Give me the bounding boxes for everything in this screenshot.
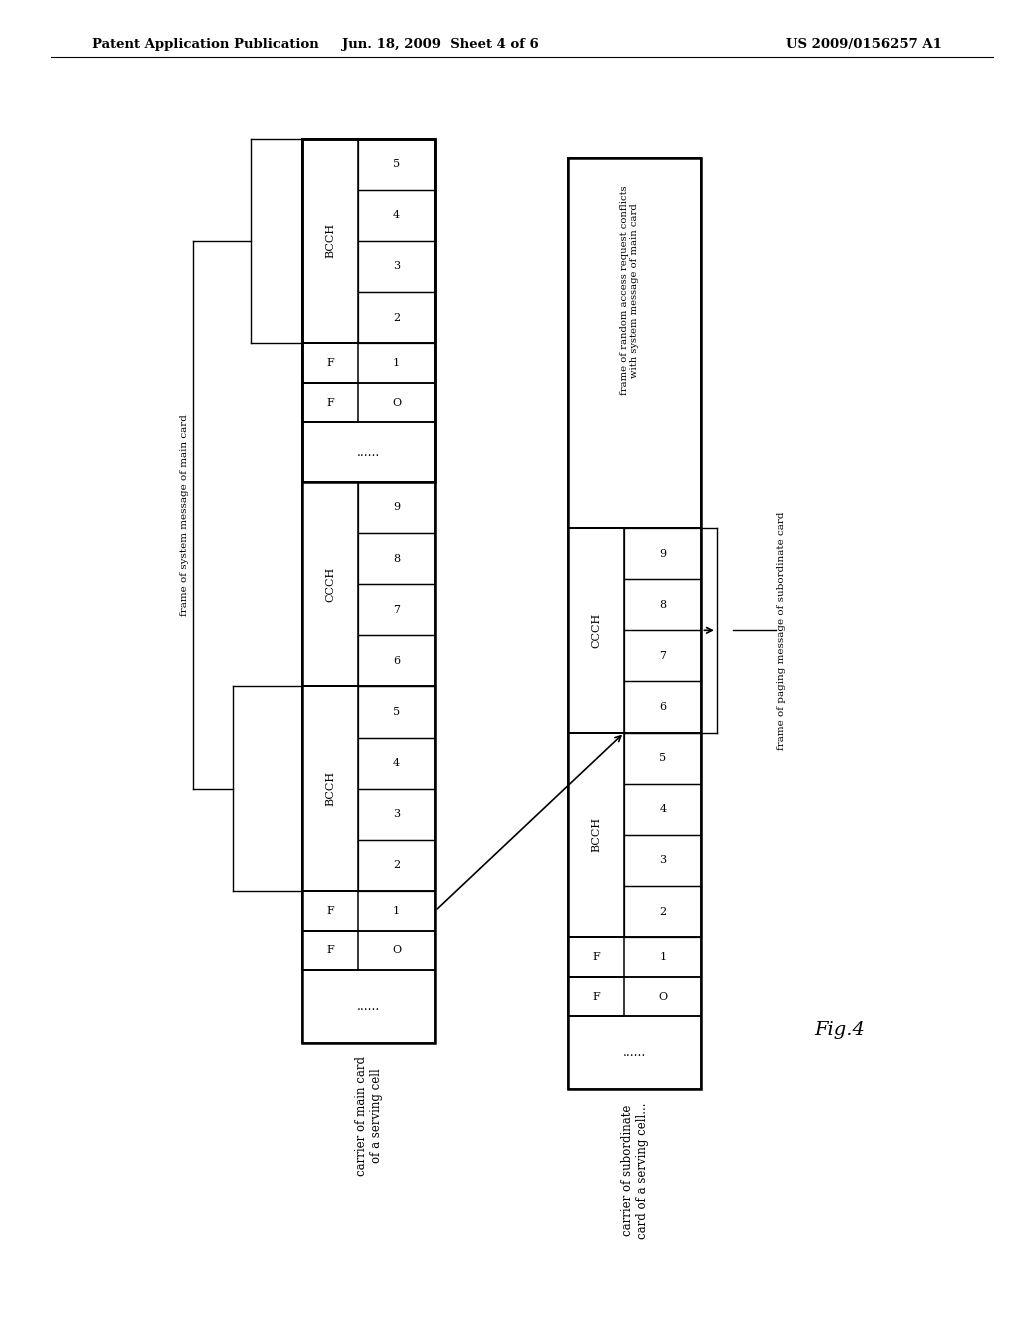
Bar — [302, 482, 435, 686]
Text: F: F — [593, 991, 600, 1002]
Text: CCCH: CCCH — [325, 566, 335, 602]
Bar — [625, 733, 701, 784]
Bar — [302, 686, 358, 891]
Text: 9: 9 — [393, 503, 400, 512]
Bar — [302, 139, 435, 482]
Text: 3: 3 — [659, 855, 667, 866]
Bar — [302, 139, 435, 343]
Text: F: F — [327, 397, 334, 408]
Bar — [358, 292, 435, 343]
Bar — [302, 383, 435, 422]
Bar — [625, 579, 701, 631]
Text: 8: 8 — [393, 553, 400, 564]
Text: BCCH: BCCH — [325, 771, 335, 807]
Bar — [358, 240, 435, 292]
Text: 2: 2 — [393, 861, 400, 870]
Bar — [625, 630, 701, 681]
Bar — [302, 931, 435, 970]
Text: O: O — [658, 991, 668, 1002]
Text: 1: 1 — [393, 906, 400, 916]
Text: 3: 3 — [393, 809, 400, 820]
Text: 9: 9 — [659, 549, 667, 558]
Bar — [625, 836, 701, 886]
Text: CCCH: CCCH — [591, 612, 601, 648]
Bar — [625, 528, 701, 579]
Text: ......: ...... — [624, 1047, 646, 1059]
Text: BCCH: BCCH — [325, 223, 335, 259]
Text: 5: 5 — [393, 160, 400, 169]
Bar — [625, 886, 701, 937]
Text: frame of paging message of subordinate card: frame of paging message of subordinate c… — [777, 511, 785, 750]
Bar — [302, 343, 435, 383]
Bar — [358, 583, 435, 635]
Text: frame of random access request conflicts
with system message of main card: frame of random access request conflicts… — [621, 186, 639, 395]
Text: 2: 2 — [659, 907, 667, 916]
Text: 4: 4 — [659, 804, 667, 814]
Text: frame of system message of main card: frame of system message of main card — [180, 414, 188, 615]
Bar — [568, 937, 701, 977]
Bar — [625, 681, 701, 733]
Bar — [625, 784, 701, 836]
Bar — [568, 158, 701, 1089]
Bar — [568, 977, 625, 1016]
Text: O: O — [392, 397, 401, 408]
Text: 7: 7 — [659, 651, 667, 661]
Bar — [302, 891, 358, 931]
Text: 4: 4 — [393, 210, 400, 220]
Text: 5: 5 — [393, 708, 400, 717]
Bar — [358, 139, 435, 190]
Text: 3: 3 — [393, 261, 400, 272]
Bar — [568, 528, 625, 733]
Text: F: F — [327, 906, 334, 916]
Text: F: F — [327, 945, 334, 956]
Bar — [358, 635, 435, 686]
Bar — [302, 931, 358, 970]
Bar — [568, 1016, 701, 1089]
Bar — [358, 788, 435, 840]
Bar — [358, 686, 435, 738]
Bar — [358, 482, 435, 533]
Bar — [358, 190, 435, 242]
Bar — [568, 977, 701, 1016]
Bar — [568, 937, 625, 977]
Text: 6: 6 — [659, 702, 667, 711]
Bar — [302, 482, 358, 686]
Bar — [358, 840, 435, 891]
Text: Fig.4: Fig.4 — [814, 1020, 865, 1039]
Text: 1: 1 — [393, 358, 400, 368]
Text: BCCH: BCCH — [591, 817, 601, 853]
Text: 6: 6 — [393, 656, 400, 665]
Text: 1: 1 — [659, 952, 667, 962]
Text: F: F — [593, 952, 600, 962]
Bar — [358, 533, 435, 583]
Text: ......: ...... — [357, 1001, 380, 1012]
Bar — [302, 343, 358, 383]
Text: O: O — [392, 945, 401, 956]
Bar — [302, 891, 435, 931]
Text: carrier of subordinate
card of a serving cell...: carrier of subordinate card of a serving… — [621, 1102, 649, 1238]
Text: 7: 7 — [393, 605, 400, 615]
Bar — [302, 139, 435, 1043]
Text: US 2009/0156257 A1: US 2009/0156257 A1 — [786, 38, 942, 51]
Bar — [568, 733, 701, 937]
Text: Jun. 18, 2009  Sheet 4 of 6: Jun. 18, 2009 Sheet 4 of 6 — [342, 38, 539, 51]
Text: 4: 4 — [393, 758, 400, 768]
Bar — [568, 158, 701, 528]
Bar — [568, 528, 701, 733]
Bar — [302, 383, 358, 422]
Bar — [568, 733, 625, 937]
Bar — [302, 139, 358, 343]
Bar — [302, 686, 435, 891]
Bar — [302, 422, 435, 482]
Text: Patent Application Publication: Patent Application Publication — [92, 38, 318, 51]
Text: ......: ...... — [357, 446, 380, 458]
Text: 2: 2 — [393, 313, 400, 322]
Bar — [302, 970, 435, 1043]
Bar — [358, 738, 435, 789]
Text: F: F — [327, 358, 334, 368]
Text: 5: 5 — [659, 754, 667, 763]
Text: carrier of main card
of a serving cell: carrier of main card of a serving cell — [354, 1056, 383, 1176]
Text: 8: 8 — [659, 599, 667, 610]
